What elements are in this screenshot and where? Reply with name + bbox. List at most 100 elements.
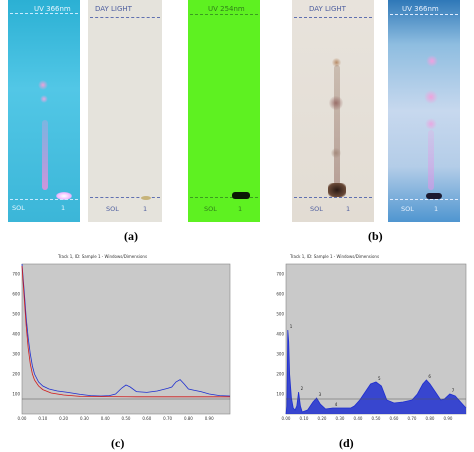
x-tick-label: 0.20	[59, 416, 68, 421]
peak-label: 7	[452, 388, 455, 393]
origin-line	[90, 197, 160, 198]
plate-top-label: UV 254nm	[208, 5, 245, 13]
plot-area	[21, 263, 231, 415]
series-area	[286, 330, 466, 414]
chart-c: Track 1, ID: Sample 1 - Windows/Dimensio…	[6, 250, 234, 428]
x-tick-label: 0.40	[354, 416, 363, 421]
caption-a: (a)	[124, 229, 138, 243]
origin-line	[10, 199, 78, 200]
y-tick-label: 400	[12, 332, 20, 337]
y-tick-label: 300	[12, 352, 20, 357]
peak-label: 2	[301, 386, 304, 391]
sol-label: SOL	[106, 205, 119, 213]
x-tick-label: 0.30	[336, 416, 345, 421]
lane-label: 1	[61, 204, 66, 212]
origin-line	[294, 197, 372, 198]
chart-c-svg: Track 1, ID: Sample 1 - Windows/Dimensio…	[12, 254, 231, 421]
y-tick-label: 100	[276, 392, 284, 397]
y-tick-label: 200	[276, 372, 284, 377]
lane-label: 1	[434, 205, 439, 213]
pink-spot	[38, 80, 48, 90]
sol-label: SOL	[12, 204, 25, 212]
y-tick-label: 600	[12, 292, 20, 297]
peak-label: 3	[319, 392, 322, 397]
bright-spot	[56, 192, 72, 200]
x-tick-label: 0.60	[390, 416, 399, 421]
dark-spot	[328, 183, 346, 197]
origin-line	[390, 199, 458, 200]
x-tick-label: 0.60	[142, 416, 151, 421]
x-tick-label: 0.00	[282, 416, 291, 421]
origin-line	[190, 197, 258, 198]
chart-header: Track 1, ID: Sample 1 - Windows/Dimensio…	[289, 254, 379, 259]
sol-label: SOL	[401, 205, 414, 213]
lane-label: 1	[346, 205, 351, 213]
faint-spot	[141, 196, 151, 200]
caption-d: (d)	[339, 436, 354, 450]
x-tick-label: 0.00	[18, 416, 27, 421]
x-tick-label: 0.50	[372, 416, 381, 421]
y-tick-label: 700	[276, 272, 284, 277]
peak-label: 5	[378, 376, 381, 381]
dark-spot	[232, 192, 250, 199]
pink-spot	[424, 90, 438, 104]
brown-spot	[332, 58, 341, 67]
pink-streak	[428, 130, 434, 190]
y-tick-label: 600	[276, 292, 284, 297]
x-tick-label: 0.70	[163, 416, 172, 421]
peak-label: 6	[428, 374, 431, 379]
plate-top-label: UV 366nm	[34, 5, 71, 13]
x-tick-label: 0.80	[426, 416, 435, 421]
y-tick-label: 200	[12, 372, 20, 377]
x-tick-label: 0.10	[300, 416, 309, 421]
plate-daylight-b: DAY LIGHT SOL 1	[292, 0, 374, 222]
solvent-front-line	[90, 17, 160, 18]
plate-top-label: DAY LIGHT	[309, 5, 346, 13]
solvent-front-line	[390, 14, 458, 15]
x-tick-label: 0.10	[38, 416, 47, 421]
solvent-front-line	[190, 14, 258, 15]
sol-label: SOL	[204, 205, 217, 213]
y-tick-label: 100	[12, 392, 20, 397]
chart-d-svg: Track 1, ID: Sample 1 - Windows/Dimensio…	[276, 254, 467, 421]
chart-header: Track 1, ID: Sample 1 - Windows/Dimensio…	[57, 254, 147, 259]
x-tick-label: 0.40	[101, 416, 110, 421]
caption-b: (b)	[368, 229, 383, 243]
pink-streak	[42, 120, 48, 190]
solvent-front-line	[10, 13, 78, 14]
peak-label: 1	[290, 324, 293, 329]
x-tick-label: 0.50	[122, 416, 131, 421]
y-tick-label: 500	[12, 312, 20, 317]
x-tick-label: 0.70	[408, 416, 417, 421]
sol-label: SOL	[310, 205, 323, 213]
chart-d: Track 1, ID: Sample 1 - Windows/Dimensio…	[238, 250, 470, 428]
pink-spot	[40, 95, 48, 103]
y-tick-label: 500	[276, 312, 284, 317]
y-tick-label: 700	[12, 272, 20, 277]
plate-uv366-a: UV 366nm SOL 1	[8, 0, 80, 222]
caption-c: (c)	[111, 436, 125, 450]
brown-spot	[331, 148, 341, 158]
lane-label: 1	[143, 205, 148, 213]
brown-spot	[329, 96, 343, 110]
series-line	[285, 329, 467, 415]
series-line	[21, 263, 231, 397]
brown-streak	[334, 65, 340, 185]
x-tick-label: 0.30	[80, 416, 89, 421]
y-tick-label: 400	[276, 332, 284, 337]
solvent-front-line	[294, 17, 372, 18]
x-tick-label: 0.90	[444, 416, 453, 421]
series-line	[21, 265, 230, 398]
plate-top-label: DAY LIGHT	[95, 5, 132, 13]
x-tick-label: 0.90	[205, 416, 214, 421]
dark-spot	[426, 193, 442, 199]
x-tick-label: 0.20	[318, 416, 327, 421]
y-tick-label: 300	[276, 352, 284, 357]
lane-label: 1	[238, 205, 243, 213]
plate-top-label: UV 366nm	[402, 5, 439, 13]
x-tick-label: 0.80	[184, 416, 193, 421]
plate-uv366-b: UV 366nm SOL 1	[388, 0, 460, 222]
pink-spot	[426, 55, 438, 67]
plate-daylight-a: DAY LIGHT SOL 1	[88, 0, 162, 222]
plate-uv254-a: UV 254nm SOL 1	[188, 0, 260, 222]
